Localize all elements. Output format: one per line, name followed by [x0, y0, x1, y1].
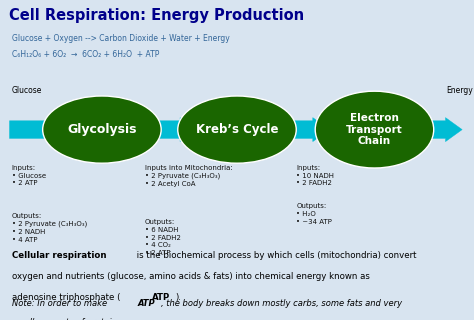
Text: ATP: ATP [152, 293, 170, 302]
Text: Inputs into Mitochondria:
• 2 Pyruvate (C₃H₃O₃)
• 2 Acetyl CoA: Inputs into Mitochondria: • 2 Pyruvate (… [145, 165, 232, 187]
Text: Outputs:
• 6 NADH
• 2 FADH2
• 4 CO₂
• 2 ATP: Outputs: • 6 NADH • 2 FADH2 • 4 CO₂ • 2 … [145, 219, 181, 256]
Text: small amounts of protein.: small amounts of protein. [12, 318, 119, 320]
Ellipse shape [315, 91, 434, 168]
Ellipse shape [43, 96, 161, 163]
Text: Inputs:
• 10 NADH
• 2 FADH2: Inputs: • 10 NADH • 2 FADH2 [296, 165, 334, 186]
Text: is the biochemical process by which cells (mitochondria) convert: is the biochemical process by which cell… [134, 251, 416, 260]
Text: Glycolysis: Glycolysis [67, 123, 137, 136]
Text: ATP: ATP [138, 299, 155, 308]
Text: Inputs:
• Glucose
• 2 ATP: Inputs: • Glucose • 2 ATP [12, 165, 46, 186]
Text: Outputs:
• H₂O
• ~34 ATP: Outputs: • H₂O • ~34 ATP [296, 203, 332, 225]
Text: Electron
Transport
Chain: Electron Transport Chain [346, 113, 403, 146]
Text: Cell Respiration: Energy Production: Cell Respiration: Energy Production [9, 8, 305, 23]
Text: adenosine triphosphate (: adenosine triphosphate ( [12, 293, 120, 302]
Text: C₆H₁₂O₆ + 6O₂  →  6CO₂ + 6H₂O  + ATP: C₆H₁₂O₆ + 6O₂ → 6CO₂ + 6H₂O + ATP [12, 50, 159, 59]
Text: oxygen and nutrients (glucose, amino acids & fats) into chemical energy known as: oxygen and nutrients (glucose, amino aci… [12, 272, 370, 281]
Text: , the body breaks down mostly carbs, some fats and very: , the body breaks down mostly carbs, som… [161, 299, 402, 308]
Text: Note: In order to make: Note: In order to make [12, 299, 109, 308]
Ellipse shape [178, 96, 296, 163]
Text: Glucose: Glucose [12, 86, 42, 95]
Text: Cellular respiration: Cellular respiration [12, 251, 106, 260]
Text: Glucose + Oxygen --> Carbon Dioxide + Water + Energy: Glucose + Oxygen --> Carbon Dioxide + Wa… [12, 34, 229, 43]
Polygon shape [141, 118, 197, 141]
Polygon shape [274, 118, 329, 141]
Text: Energy: Energy [447, 86, 473, 95]
Text: Outputs:
• 2 Pyruvate (C₃H₃O₃)
• 2 NADH
• 4 ATP: Outputs: • 2 Pyruvate (C₃H₃O₃) • 2 NADH … [12, 213, 87, 243]
Polygon shape [407, 118, 462, 141]
Text: ).: ). [175, 293, 181, 302]
Text: Kreb’s Cycle: Kreb’s Cycle [196, 123, 278, 136]
Polygon shape [9, 118, 64, 141]
